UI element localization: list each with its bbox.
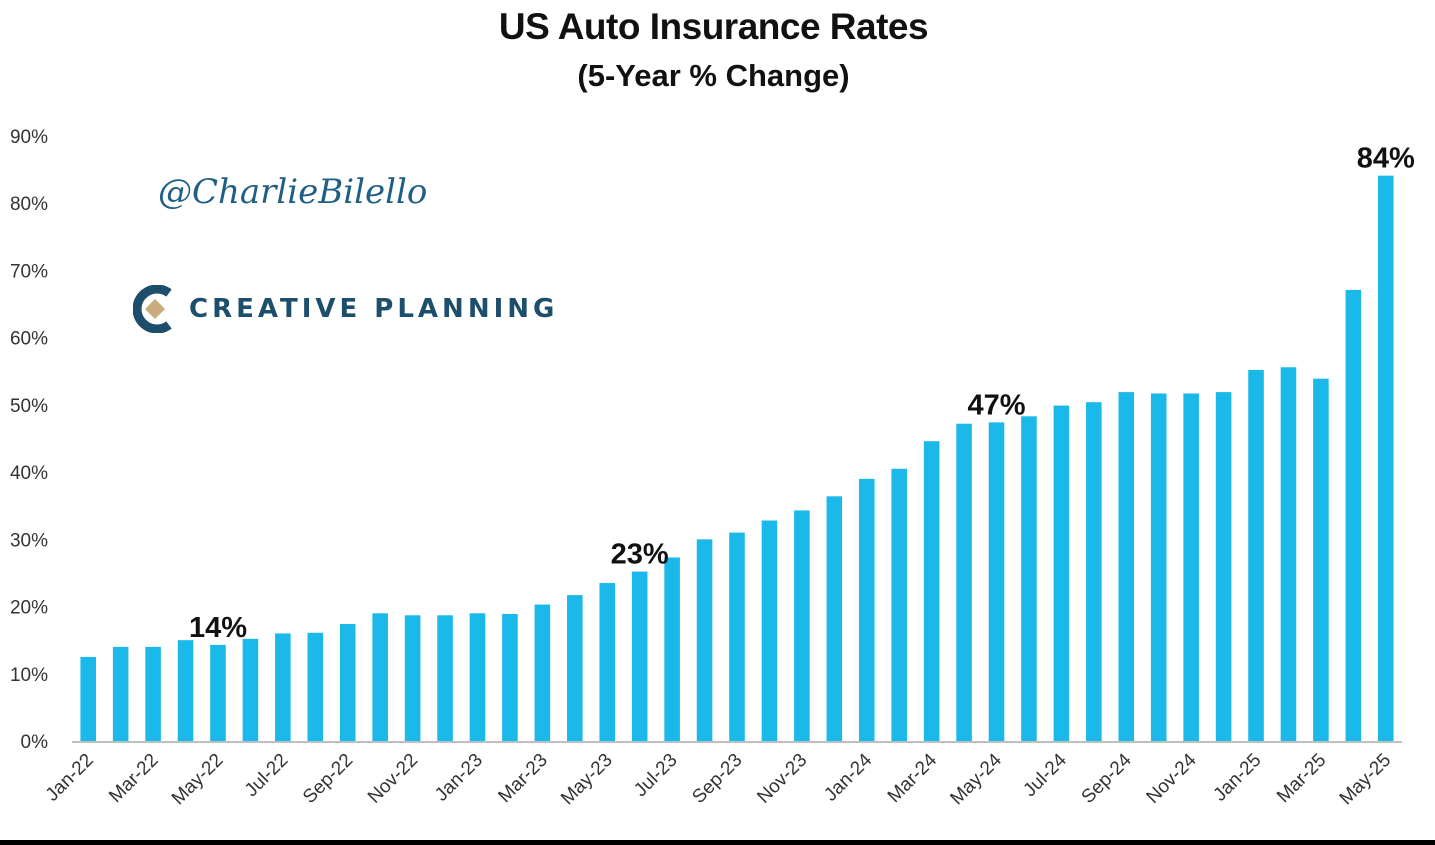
x-tick-label: Jan-22 [42, 750, 98, 806]
x-tick-label: Nov-23 [753, 750, 811, 808]
y-tick-label: 90% [10, 127, 48, 148]
bar-may-22 [210, 644, 226, 741]
bar-apr-25 [1345, 289, 1362, 741]
x-tick-label: Jul-24 [1019, 749, 1071, 801]
bar-dec-23 [826, 496, 843, 741]
data-label: 14% [189, 612, 247, 644]
bar-feb-23 [502, 613, 518, 741]
bar-feb-22 [112, 646, 129, 741]
y-tick-label: 20% [10, 598, 48, 619]
bar-jun-24 [1021, 416, 1037, 741]
bar-mar-25 [1313, 378, 1329, 741]
bar-aug-23 [696, 539, 713, 741]
bar-jan-25 [1248, 369, 1264, 741]
twitter-handle: @CharlieBilello [158, 172, 428, 212]
x-tick-label: Mar-23 [494, 750, 551, 807]
bar-nov-24 [1183, 393, 1199, 741]
y-tick-label: 60% [10, 329, 48, 350]
chart-title: US Auto Insurance Rates [498, 6, 929, 47]
bar-sep-23 [729, 532, 745, 741]
y-axis: 0% 10% 20% 30% 40% 50% 60% 70% 80% 90% [10, 127, 48, 753]
bar-mar-23 [534, 604, 551, 741]
bar-nov-23 [794, 510, 810, 741]
bar-jan-22 [80, 656, 97, 741]
x-tick-label: Jan-23 [431, 750, 487, 806]
bar-mar-24 [923, 441, 940, 741]
bar-jul-23 [664, 557, 680, 741]
bar-may-23 [599, 583, 616, 741]
bar-sep-24 [1118, 392, 1135, 741]
data-label: 84% [1357, 143, 1415, 175]
bar-series [80, 175, 1394, 741]
y-tick-label: 70% [10, 261, 48, 282]
bar-jul-22 [275, 633, 291, 741]
bar-apr-22 [177, 640, 194, 741]
y-tick-label: 30% [10, 530, 48, 551]
y-tick-label: 50% [10, 396, 48, 417]
bar-jul-24 [1053, 405, 1070, 741]
creative-planning-logo-icon [133, 285, 172, 333]
y-tick-label: 40% [10, 463, 48, 484]
bar-apr-24 [956, 423, 972, 741]
x-tick-label: Sep-23 [688, 750, 746, 808]
bar-aug-24 [1086, 402, 1102, 741]
bar-sep-22 [339, 624, 356, 741]
x-tick-label: Jan-25 [1210, 750, 1266, 806]
logo-text: CREATIVE PLANNING [189, 294, 559, 324]
x-tick-label: May-23 [557, 750, 617, 810]
bar-jan-24 [858, 478, 875, 741]
bar-nov-22 [404, 615, 421, 741]
y-tick-label: 0% [21, 732, 49, 753]
bar-feb-25 [1280, 367, 1297, 741]
x-tick-label: Nov-22 [364, 750, 422, 808]
bar-dec-22 [437, 615, 453, 741]
bar-jan-23 [469, 613, 486, 741]
x-tick-label: May-22 [168, 750, 228, 810]
bar-may-25 [1377, 175, 1394, 741]
bar-oct-24 [1150, 393, 1167, 741]
x-tick-label: Mar-22 [105, 750, 162, 807]
creative-planning-logo: CREATIVE PLANNING [133, 284, 558, 334]
data-label: 23% [611, 539, 669, 571]
bottom-border [0, 840, 1435, 845]
data-label: 47% [967, 389, 1025, 421]
data-labels: 14% 23% 47% 84% [189, 143, 1415, 644]
bar-mar-22 [145, 646, 161, 741]
x-tick-label: Mar-25 [1273, 750, 1330, 807]
x-tick-label: May-24 [946, 749, 1006, 809]
y-tick-label: 80% [10, 194, 48, 215]
x-tick-label: Sep-24 [1078, 749, 1136, 807]
x-tick-label: May-25 [1336, 750, 1396, 810]
bar-may-24 [988, 422, 1005, 741]
bar-feb-24 [891, 468, 907, 741]
bar-dec-24 [1215, 392, 1232, 741]
bar-oct-22 [372, 613, 388, 741]
x-tick-label: Sep-22 [299, 750, 357, 808]
bar-apr-23 [567, 595, 583, 741]
y-tick-label: 10% [10, 665, 48, 686]
bar-jun-22 [242, 638, 259, 741]
x-tick-label: Mar-24 [884, 749, 942, 807]
x-tick-label: Jul-22 [241, 750, 292, 801]
x-axis: Jan-22 Mar-22 May-22 Jul-22 Sep-22 Nov-22 Jan-… [42, 749, 1395, 809]
bar-aug-22 [307, 632, 324, 741]
x-tick-label: Jan-24 [820, 749, 876, 805]
bar-oct-23 [761, 520, 778, 741]
bar-jun-23 [631, 571, 648, 741]
chart-subtitle: (5-Year % Change) [577, 58, 850, 93]
x-tick-label: Nov-24 [1143, 749, 1201, 807]
x-tick-label: Jul-23 [630, 750, 681, 801]
